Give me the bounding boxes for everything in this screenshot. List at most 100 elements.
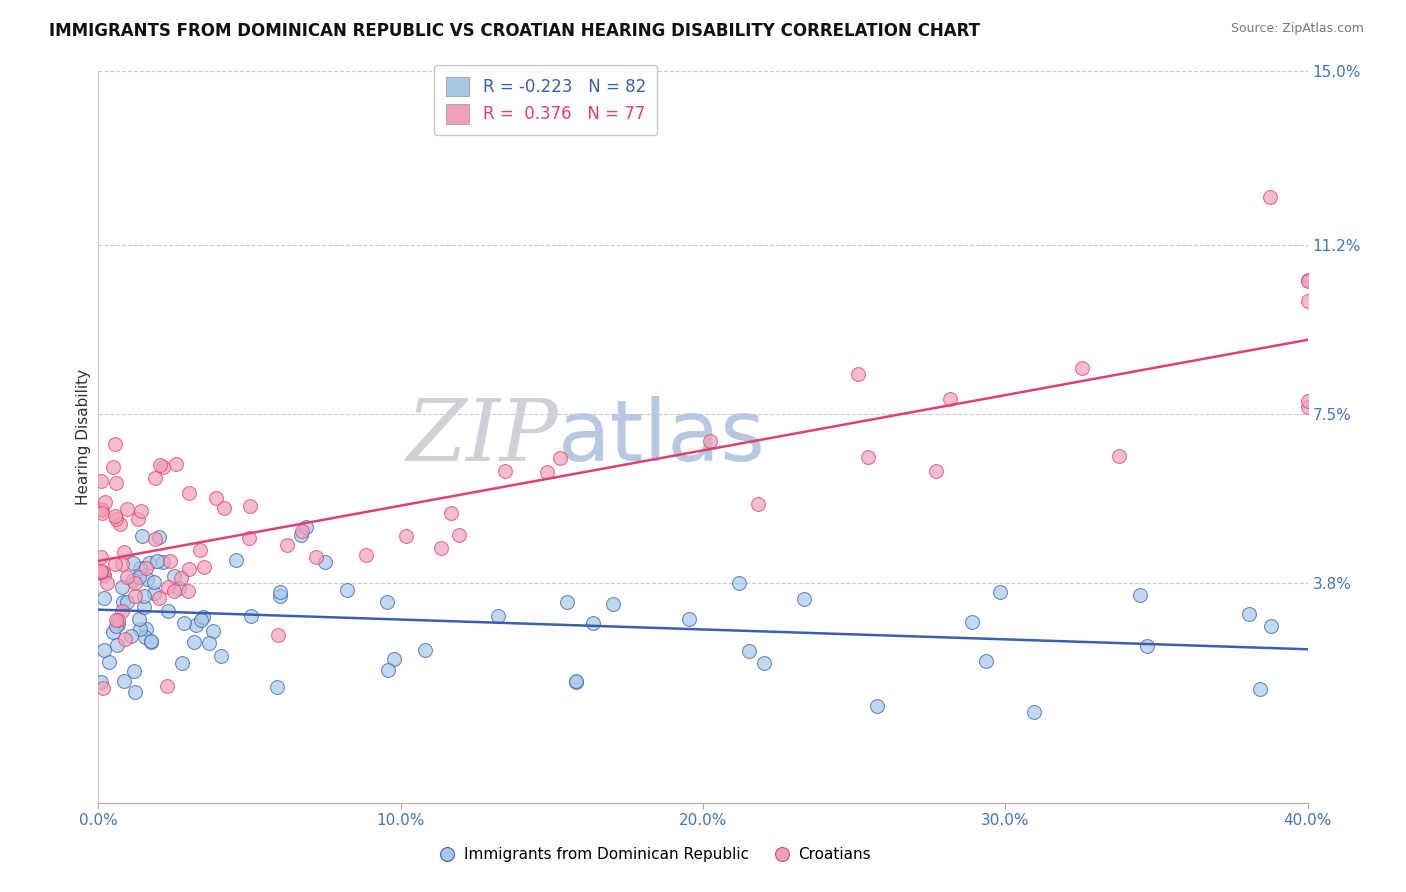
Point	[290, 528, 312, 542]
Text: Source: ZipAtlas.com: Source: ZipAtlas.com	[1230, 22, 1364, 36]
Point	[143, 574, 166, 589]
Point	[129, 561, 152, 575]
Point	[156, 604, 179, 618]
Point	[494, 464, 516, 478]
Point	[143, 533, 166, 547]
Point	[1024, 705, 1046, 719]
Point	[1136, 639, 1159, 653]
Point	[146, 554, 169, 568]
Point	[486, 609, 509, 624]
Point	[205, 491, 228, 505]
Point	[120, 629, 142, 643]
Point	[104, 619, 127, 633]
Point	[238, 531, 260, 545]
Point	[582, 616, 605, 631]
Point	[738, 643, 761, 657]
Point	[1260, 619, 1282, 633]
Point	[239, 499, 262, 513]
Point	[314, 555, 336, 569]
Text: atlas: atlas	[558, 395, 766, 479]
Point	[132, 599, 155, 614]
Point	[111, 604, 134, 618]
Point	[173, 616, 195, 631]
Point	[139, 634, 162, 648]
Point	[377, 664, 399, 678]
Point	[104, 509, 127, 524]
Text: ZIP: ZIP	[406, 396, 558, 478]
Text: IMMIGRANTS FROM DOMINICAN REPUBLIC VS CROATIAN HEARING DISABILITY CORRELATION CH: IMMIGRANTS FROM DOMINICAN REPUBLIC VS CR…	[49, 22, 980, 40]
Point	[602, 598, 624, 612]
Point	[169, 581, 191, 595]
Point	[447, 528, 470, 542]
Point	[375, 595, 398, 609]
Point	[103, 625, 125, 640]
Point	[112, 545, 135, 559]
Point	[267, 628, 290, 642]
Point	[117, 570, 139, 584]
Legend: Immigrants from Dominican Republic, Croatians: Immigrants from Dominican Republic, Croa…	[432, 841, 877, 868]
Point	[112, 673, 135, 688]
Point	[1296, 401, 1319, 415]
Point	[136, 572, 159, 586]
Point	[143, 586, 166, 600]
Point	[90, 674, 112, 689]
Point	[122, 664, 145, 678]
Point	[122, 573, 145, 587]
Point	[177, 584, 200, 599]
Point	[925, 465, 948, 479]
Point	[793, 592, 815, 607]
Point	[128, 612, 150, 626]
Point	[201, 624, 224, 639]
Point	[1070, 360, 1092, 375]
Point	[131, 504, 153, 518]
Point	[105, 512, 128, 526]
Point	[93, 591, 115, 605]
Point	[1108, 449, 1130, 463]
Point	[678, 612, 700, 626]
Point	[382, 651, 405, 665]
Point	[90, 502, 112, 516]
Point	[143, 471, 166, 485]
Point	[183, 635, 205, 649]
Point	[131, 528, 153, 542]
Point	[91, 502, 114, 516]
Point	[114, 632, 136, 647]
Point	[846, 367, 869, 381]
Point	[159, 554, 181, 568]
Point	[225, 553, 247, 567]
Point	[190, 613, 212, 627]
Point	[90, 474, 112, 488]
Point	[152, 459, 174, 474]
Point	[269, 589, 291, 603]
Point	[124, 576, 146, 591]
Point	[115, 501, 138, 516]
Point	[557, 595, 579, 609]
Point	[91, 565, 114, 579]
Point	[752, 656, 775, 670]
Point	[90, 550, 112, 565]
Point	[124, 589, 146, 603]
Point	[856, 450, 879, 464]
Point	[170, 571, 193, 585]
Point	[91, 681, 114, 696]
Point	[138, 556, 160, 570]
Point	[939, 392, 962, 407]
Point	[132, 589, 155, 603]
Point	[93, 643, 115, 657]
Point	[193, 560, 215, 574]
Point	[193, 610, 215, 624]
Point	[413, 643, 436, 657]
Point	[128, 570, 150, 584]
Y-axis label: Hearing Disability: Hearing Disability	[76, 369, 91, 505]
Point	[395, 529, 418, 543]
Point	[105, 638, 128, 652]
Point	[104, 557, 127, 571]
Point	[747, 497, 769, 511]
Point	[291, 524, 314, 538]
Point	[211, 648, 233, 663]
Point	[135, 622, 157, 636]
Point	[152, 555, 174, 569]
Point	[107, 617, 129, 632]
Point	[90, 566, 112, 580]
Point	[1296, 394, 1319, 409]
